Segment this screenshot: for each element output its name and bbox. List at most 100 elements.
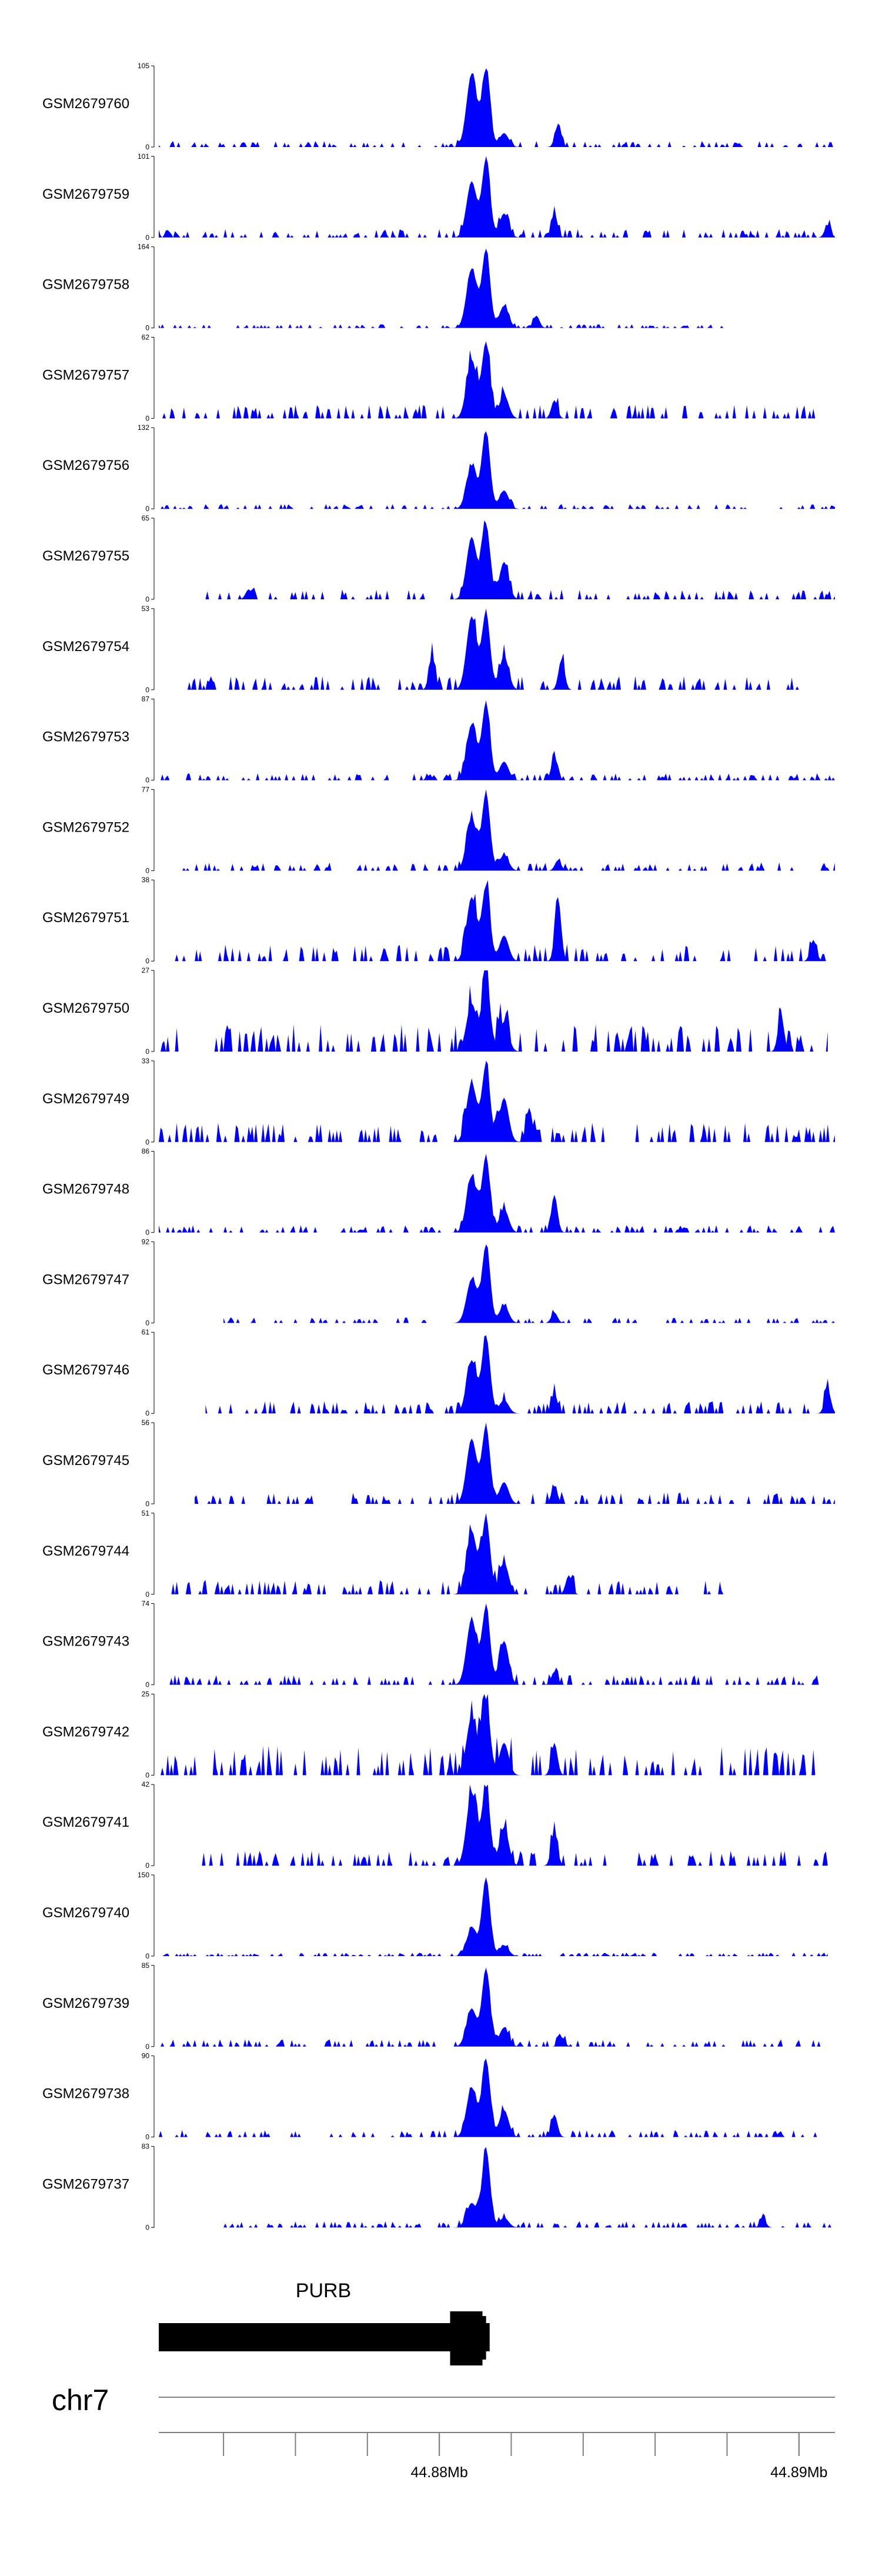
track: GSM2679759 101 0	[42, 152, 835, 242]
y-min-label: 0	[145, 2043, 149, 2051]
y-max-label: 27	[142, 966, 150, 975]
track-label: GSM2679744	[42, 1543, 129, 1559]
track-label: GSM2679756	[42, 458, 129, 473]
gene-thick-block	[453, 2316, 486, 2360]
coverage-area	[198, 1784, 828, 1866]
y-max-label: 83	[142, 2142, 150, 2150]
y-max-label: 132	[138, 423, 149, 432]
y-max-label: 62	[142, 333, 150, 341]
y-max-label: 65	[142, 514, 150, 522]
y-min-label: 0	[145, 1138, 149, 1146]
track-label: GSM2679738	[42, 2086, 129, 2102]
track-label: GSM2679749	[42, 1091, 129, 1107]
y-max-label: 92	[142, 1237, 150, 1246]
coverage-area	[205, 520, 835, 599]
y-max-label: 86	[142, 1147, 150, 1156]
track-label: GSM2679745	[42, 1453, 129, 1469]
coverage-area	[159, 431, 835, 509]
track-label: GSM2679753	[42, 729, 129, 745]
chromosome-label: chr7	[52, 2384, 109, 2417]
y-max-label: 77	[142, 785, 150, 793]
track-label: GSM2679751	[42, 910, 129, 926]
track-label: GSM2679741	[42, 1814, 129, 1830]
track: GSM2679753 87 0	[42, 695, 835, 785]
coverage-area	[169, 789, 835, 871]
coverage-area	[159, 1153, 835, 1233]
coverage-area	[159, 1967, 828, 2047]
y-max-label: 42	[142, 1780, 150, 1788]
track: GSM2679760 105 0	[42, 62, 835, 151]
genome-axis: chr7 44.88Mb 44.89Mb	[52, 2384, 835, 2481]
y-max-label: 61	[142, 1328, 150, 1336]
coverage-area	[159, 1877, 828, 1956]
gene-model: PURB	[159, 2280, 490, 2365]
coverage-area	[159, 880, 835, 962]
coverage-area	[159, 68, 835, 147]
y-max-label: 33	[142, 1057, 150, 1065]
track: GSM2679738 90 0	[42, 2052, 828, 2141]
y-min-label: 0	[145, 233, 149, 242]
y-max-label: 101	[138, 152, 149, 161]
y-min-label: 0	[145, 1229, 149, 1237]
track: GSM2679758 164 0	[42, 243, 727, 332]
track-label: GSM2679739	[42, 1996, 129, 2011]
coverage-area	[159, 341, 817, 419]
track-label: GSM2679752	[42, 819, 129, 835]
y-max-label: 56	[142, 1419, 150, 1427]
track: GSM2679756 132 0	[42, 423, 835, 513]
coverage-area	[159, 1513, 727, 1594]
track-label: GSM2679750	[42, 1000, 129, 1016]
coverage-area	[159, 970, 828, 1052]
y-min-label: 0	[145, 1952, 149, 1960]
coverage-area	[223, 2147, 836, 2228]
y-min-label: 0	[145, 686, 149, 694]
track: GSM2679748 86 0	[42, 1147, 835, 1237]
track-label: GSM2679747	[42, 1272, 129, 1287]
coverage-tracks: GSM26797601050GSM26797591010GSM267975816…	[42, 62, 836, 2231]
coverage-area	[159, 700, 835, 780]
y-min-label: 0	[145, 143, 149, 151]
y-min-label: 0	[145, 1590, 149, 1599]
track-label: GSM2679757	[42, 367, 129, 383]
gene-label: PURB	[296, 2280, 351, 2302]
track-label: GSM2679755	[42, 548, 129, 564]
track: GSM2679741 42 0	[42, 1780, 828, 1870]
y-min-label: 0	[145, 595, 149, 603]
y-min-label: 0	[145, 957, 149, 965]
coverage-area	[159, 2058, 828, 2137]
track: GSM2679751 38 0	[42, 876, 835, 965]
y-min-label: 0	[145, 2223, 149, 2231]
y-min-label: 0	[145, 1771, 149, 1779]
track: GSM2679740 150 0	[42, 1871, 828, 1960]
y-min-label: 0	[145, 505, 149, 513]
track: GSM2679750 27 0	[42, 966, 828, 1056]
track: GSM2679739 85 0	[42, 1961, 828, 2051]
y-min-label: 0	[145, 2133, 149, 2141]
track: GSM2679737 83 0	[42, 2142, 836, 2231]
y-max-label: 150	[138, 1871, 149, 1879]
y-min-label: 0	[145, 866, 149, 875]
y-min-label: 0	[145, 414, 149, 422]
track: GSM2679746 61 0	[42, 1328, 835, 1417]
track-label: GSM2679748	[42, 1182, 129, 1197]
track: GSM2679749 33 0	[42, 1057, 835, 1146]
y-max-label: 53	[142, 605, 150, 613]
gene-body	[159, 2323, 490, 2351]
track: GSM2679745 56 0	[42, 1419, 836, 1508]
track-label: GSM2679746	[42, 1362, 129, 1378]
track-label: GSM2679760	[42, 96, 129, 112]
track-label: GSM2679754	[42, 639, 129, 655]
coverage-area	[159, 1060, 835, 1142]
y-min-label: 0	[145, 1319, 149, 1327]
track-label: GSM2679737	[42, 2176, 129, 2192]
track: GSM2679743 74 0	[42, 1600, 828, 1689]
track: GSM2679755 65 0	[42, 514, 835, 603]
y-min-label: 0	[145, 1409, 149, 1417]
track: GSM2679744 51 0	[42, 1509, 727, 1599]
axis-tick-label: 44.89Mb	[770, 2464, 827, 2481]
y-max-label: 164	[138, 243, 149, 251]
y-min-label: 0	[145, 1500, 149, 1508]
axis-tick-label: 44.88Mb	[410, 2464, 467, 2481]
y-max-label: 74	[142, 1600, 150, 1608]
